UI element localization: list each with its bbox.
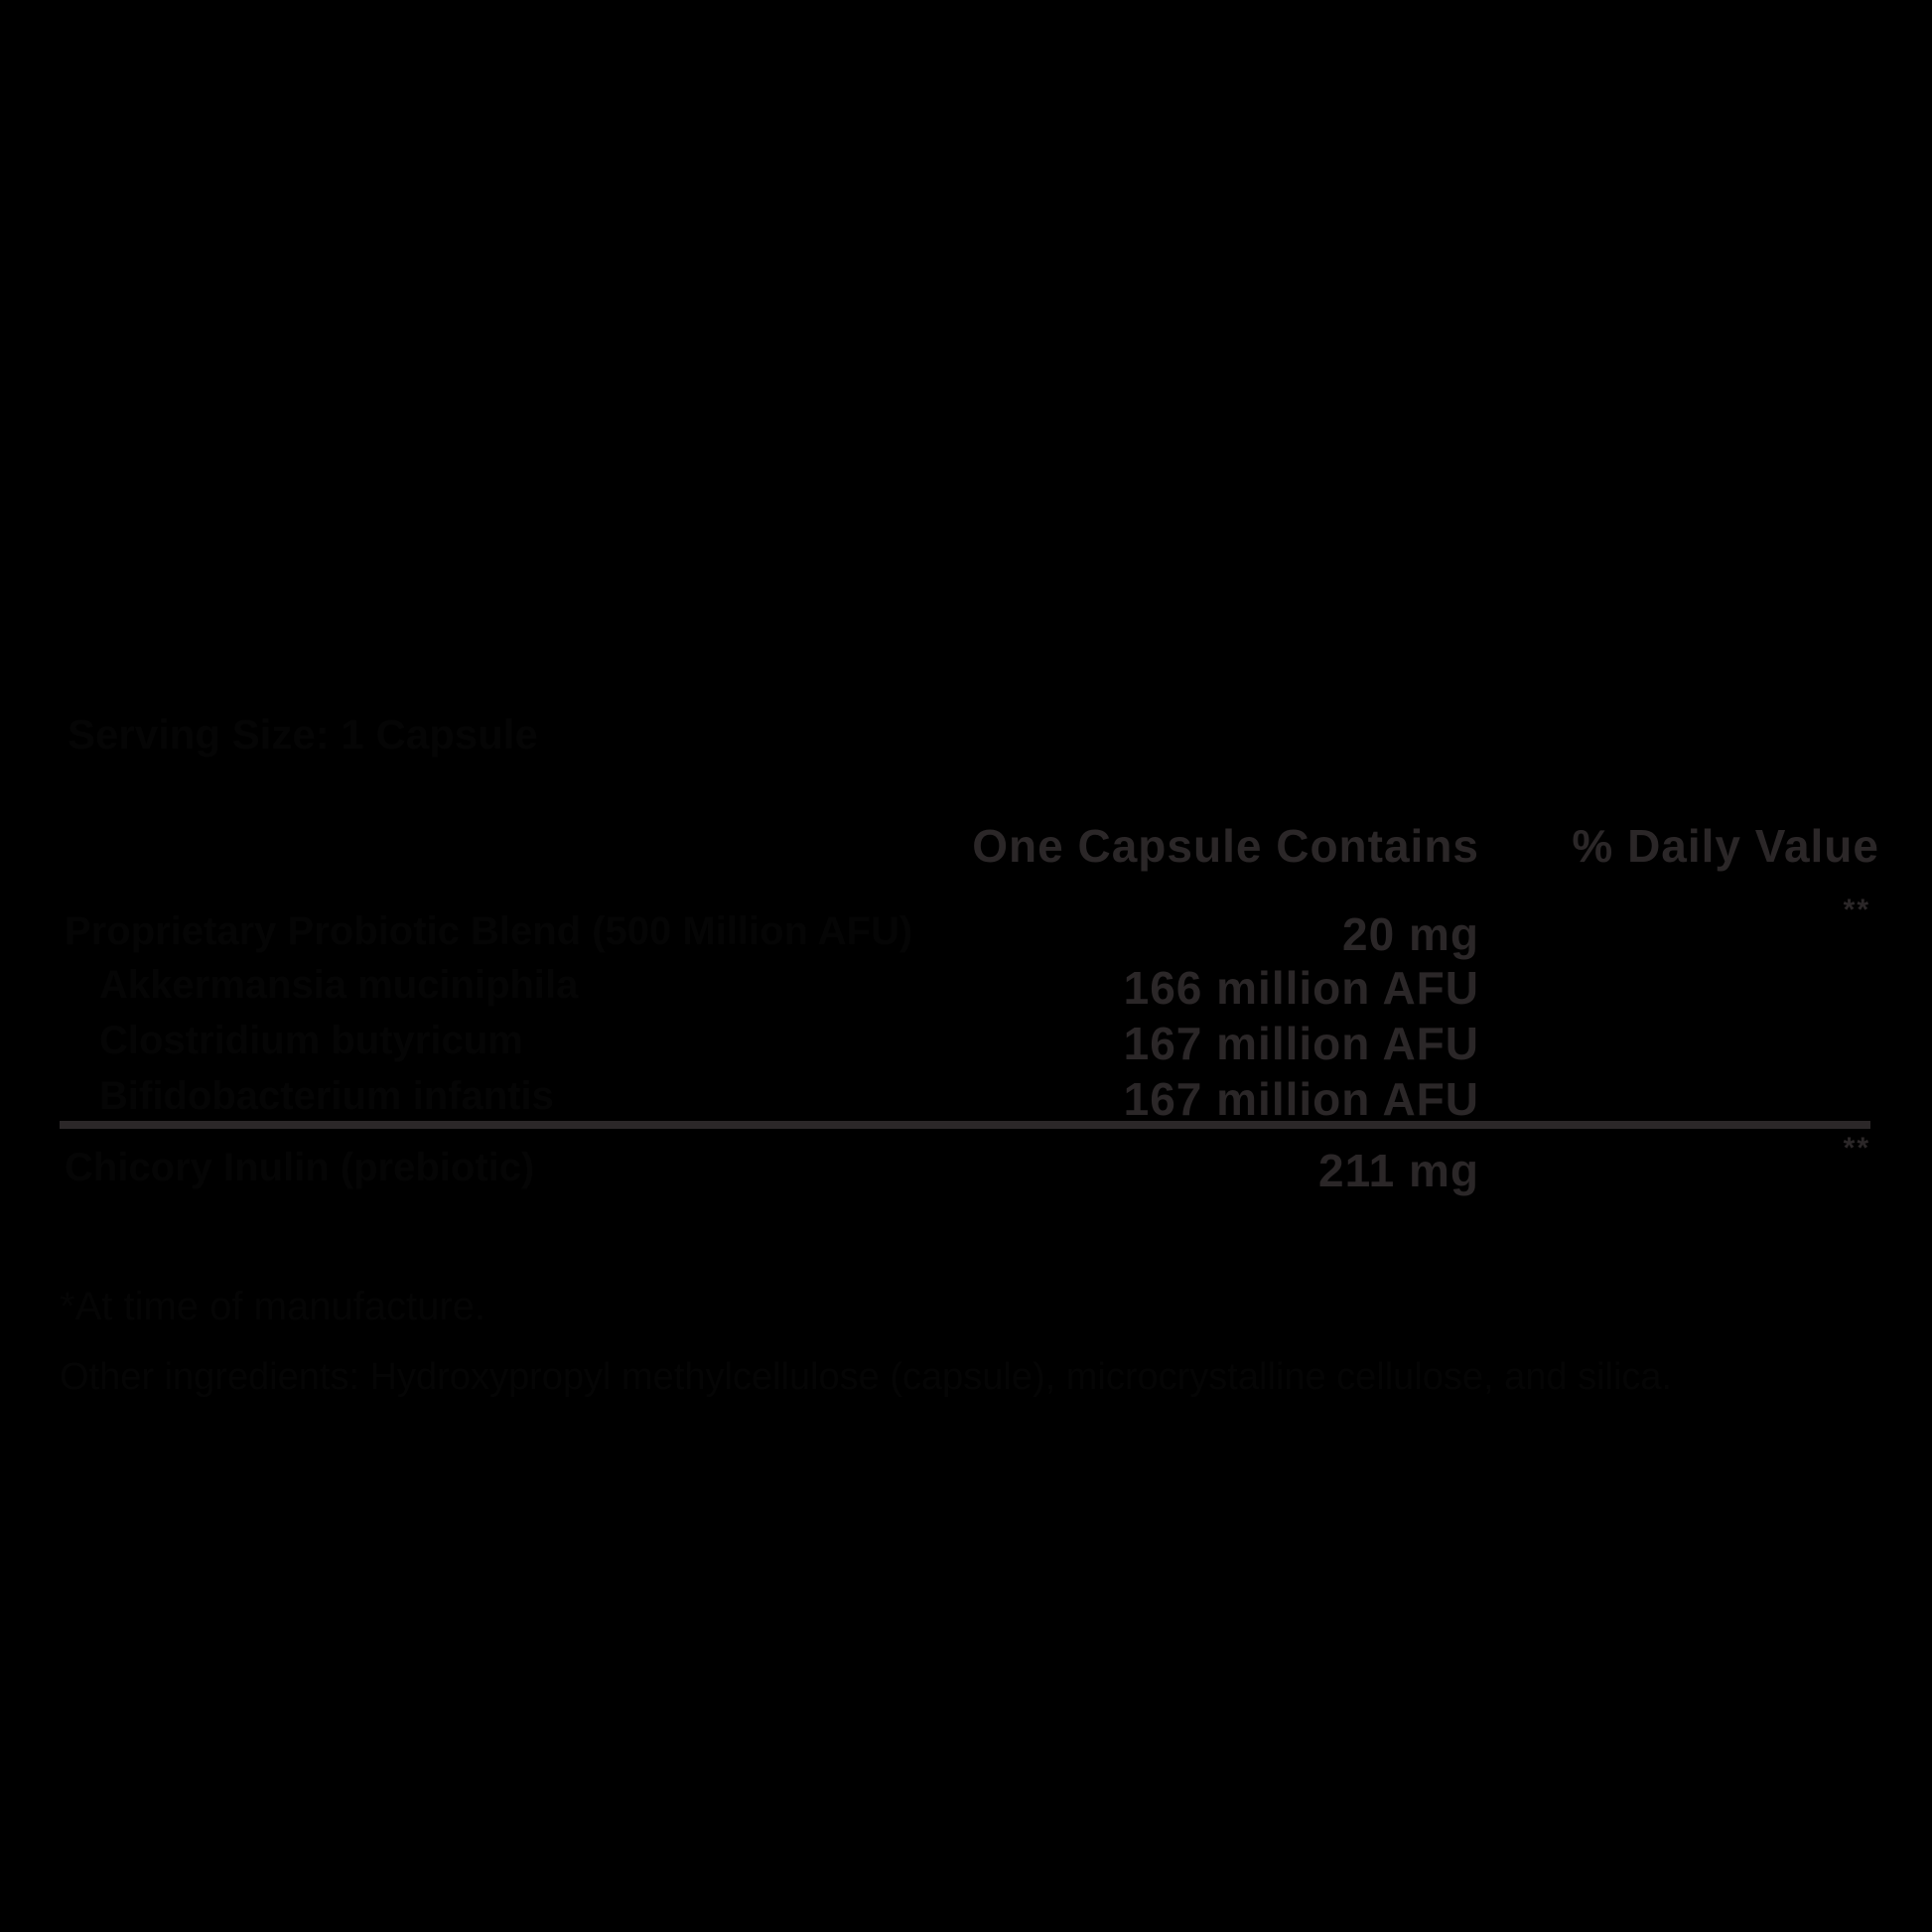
daily-value-asterisks: ** bbox=[1843, 894, 1870, 926]
ingredient-name: Bifidobacterium infantis bbox=[99, 1074, 554, 1118]
ingredient-name: Proprietary Probiotic Blend (500 Million… bbox=[65, 909, 913, 953]
footnote-manufacture: *At time of manufacture. bbox=[60, 1285, 486, 1328]
ingredient-name: Akkermansia muciniphila bbox=[99, 963, 579, 1007]
divider-rule bbox=[60, 1121, 1870, 1129]
ingredient-amount: 166 million AFU bbox=[1123, 962, 1479, 1014]
daily-value-asterisks: ** bbox=[1843, 1132, 1870, 1165]
column-header-one-capsule-contains: One Capsule Contains bbox=[972, 820, 1479, 872]
ingredient-amount: 167 million AFU bbox=[1123, 1018, 1479, 1069]
ingredient-amount: 167 million AFU bbox=[1123, 1073, 1479, 1125]
serving-size-line: Serving Size: 1 Capsule bbox=[68, 711, 538, 758]
ingredient-amount: 20 mg bbox=[1342, 908, 1479, 960]
ingredient-name: Chicory Inulin (prebiotic) bbox=[65, 1146, 535, 1189]
column-header-percent-daily-value: % Daily Value bbox=[1572, 820, 1879, 872]
footnote-other-ingredients: Other ingredients: Hydroxypropyl methylc… bbox=[60, 1356, 1673, 1398]
ingredient-amount: 211 mg bbox=[1318, 1145, 1479, 1196]
ingredient-name: Clostridium butyricum bbox=[99, 1019, 523, 1062]
